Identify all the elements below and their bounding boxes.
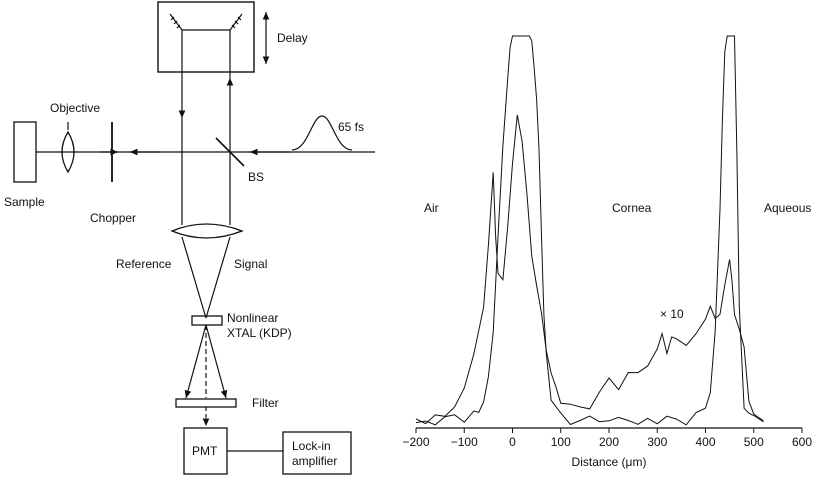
aqueous-annotation: Aqueous bbox=[764, 201, 811, 215]
crystal-label-line1: Nonlinear bbox=[227, 311, 278, 325]
x-tick-label: 400 bbox=[695, 435, 715, 449]
x-tick-label: 100 bbox=[551, 435, 571, 449]
reference-beam bbox=[181, 236, 207, 319]
objective-lens-icon bbox=[61, 130, 75, 174]
delay-stage-box bbox=[157, 1, 255, 73]
beam-line bbox=[205, 324, 228, 399]
crystal-label-line2: XTAL (KDP) bbox=[227, 326, 292, 340]
pulse-duration-label: 65 fs bbox=[338, 120, 364, 134]
chopper-label: Chopper bbox=[90, 211, 136, 225]
pulse-icon bbox=[291, 115, 353, 151]
chart-series bbox=[415, 35, 764, 426]
scale-factor-annotation: × 10 bbox=[660, 307, 684, 321]
signal-beam bbox=[205, 236, 231, 319]
cornea-annotation: Cornea bbox=[612, 201, 652, 215]
pmt-label: PMT bbox=[192, 444, 218, 458]
focusing-lens-icon bbox=[170, 223, 244, 239]
reflectance-chart: −200 −100 0 100 200 300 400 500 600 Distance (μm… bbox=[402, 35, 812, 469]
x-axis-label: Distance (μm) bbox=[572, 455, 647, 469]
series-line-main bbox=[415, 35, 764, 426]
x-tick-label: 500 bbox=[744, 435, 764, 449]
air-annotation: Air bbox=[424, 201, 439, 215]
beam-line bbox=[184, 324, 207, 399]
crystal-icon bbox=[191, 315, 223, 326]
objective-label: Objective bbox=[50, 101, 100, 115]
x-tick-label: −200 bbox=[402, 435, 429, 449]
beam-splitter-icon bbox=[215, 137, 245, 167]
x-tick-label: −100 bbox=[451, 435, 478, 449]
beam-splitter-label: BS bbox=[248, 170, 264, 184]
sample-icon bbox=[13, 121, 37, 183]
x-tick-label: 200 bbox=[599, 435, 619, 449]
x-axis-ticks: −200 −100 0 100 200 300 400 500 600 bbox=[402, 428, 812, 449]
lockin-label-line1: Lock-in bbox=[292, 439, 331, 453]
filter-icon bbox=[175, 398, 237, 408]
filter-label: Filter bbox=[252, 396, 279, 410]
signal-label: Signal bbox=[234, 257, 267, 271]
optical-setup-diagram bbox=[13, 1, 375, 475]
x-tick-label: 300 bbox=[647, 435, 667, 449]
lockin-box bbox=[282, 431, 352, 475]
x-tick-label: 0 bbox=[509, 435, 516, 449]
reference-label: Reference bbox=[116, 257, 172, 271]
sample-label: Sample bbox=[4, 195, 45, 209]
delay-label: Delay bbox=[277, 31, 308, 45]
series-line-x10 bbox=[415, 114, 764, 425]
x-tick-label: 600 bbox=[792, 435, 812, 449]
retro-mirror-icon bbox=[169, 13, 243, 31]
lockin-label-line2: amplifier bbox=[292, 454, 337, 468]
